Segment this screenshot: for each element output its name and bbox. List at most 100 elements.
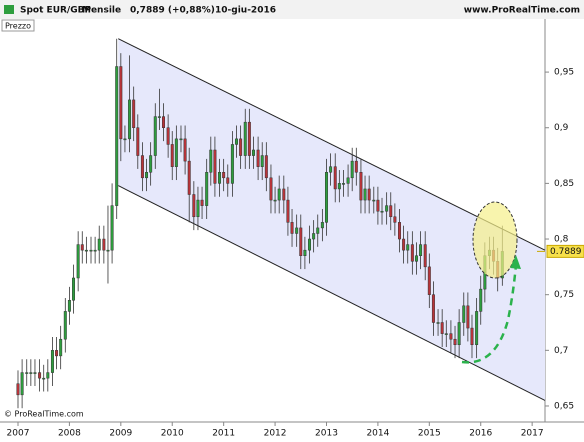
candle-body	[393, 216, 397, 223]
candle-body	[145, 172, 149, 179]
period: Mensile	[82, 6, 121, 16]
candle-body	[431, 294, 435, 323]
candle-body	[406, 244, 410, 251]
candle-body	[427, 266, 431, 295]
candle-body	[376, 199, 380, 212]
candle-body	[350, 160, 354, 179]
candle-body	[136, 127, 140, 156]
candle-body	[286, 199, 290, 223]
x-tick-label: 2017	[521, 429, 544, 439]
candle-body	[84, 249, 88, 252]
plot	[16, 38, 546, 409]
candle-body	[423, 244, 427, 268]
channel-line	[118, 38, 546, 251]
x-tick-label: 2007	[7, 429, 30, 439]
candle-body	[115, 66, 119, 206]
candle-body	[132, 99, 136, 128]
candle-body	[140, 155, 144, 179]
candle-body	[110, 205, 114, 251]
candle-body	[239, 138, 243, 156]
candle-body	[119, 66, 123, 140]
x-tick-label: 2008	[58, 429, 81, 439]
candle-body	[128, 99, 132, 140]
candle-body	[213, 149, 217, 184]
candle-body	[363, 188, 367, 201]
x-tick-label: 2016	[469, 429, 492, 439]
candle-body	[55, 350, 59, 357]
candle-body	[380, 210, 384, 213]
candle-body	[316, 227, 320, 234]
x-tick-label: 2010	[161, 429, 184, 439]
candle-body	[273, 199, 277, 202]
candle-body	[192, 194, 196, 218]
trend-arrow	[461, 264, 518, 364]
candle-body	[470, 327, 474, 346]
candle-body	[20, 372, 24, 396]
highlight-ellipse	[472, 201, 518, 279]
y-tick-label: 0,65	[554, 401, 574, 411]
candle-body	[367, 188, 371, 201]
candle-body	[295, 227, 299, 234]
candle-body	[179, 138, 183, 141]
candle-body	[235, 138, 238, 145]
y-tick-label: 0,8	[554, 235, 569, 245]
y-tick-label: 0,9	[554, 123, 569, 133]
candle-body	[153, 116, 157, 156]
candle-body	[80, 244, 84, 251]
candle-body	[264, 155, 268, 179]
candle-body	[209, 149, 213, 173]
candle-body	[170, 144, 174, 167]
x-tick-label: 2014	[366, 429, 389, 439]
candle-body	[230, 144, 234, 184]
y-tick-label: 0,7	[554, 346, 568, 356]
candle-body	[226, 177, 230, 184]
candle-body	[475, 311, 479, 346]
candle-body	[33, 372, 37, 374]
header-bar	[0, 0, 584, 19]
icon[interactable]	[4, 5, 14, 14]
x-tick-label: 2011	[212, 429, 235, 439]
candle-body	[466, 305, 470, 329]
x-tick-label: 2015	[418, 429, 441, 439]
candle-body	[479, 288, 483, 312]
candle-body	[436, 322, 440, 324]
candle-body	[269, 177, 273, 201]
candle-body	[320, 222, 324, 229]
candle-body	[243, 121, 247, 156]
x-tick-label: 2013	[315, 429, 338, 439]
candle-body	[337, 183, 341, 190]
candle-body	[102, 238, 106, 251]
candle-body	[308, 238, 312, 251]
candle-body	[205, 172, 209, 206]
candle-body	[277, 188, 281, 201]
x-tick-label: 2009	[109, 429, 132, 439]
candle-body	[174, 138, 178, 167]
candle-body	[76, 244, 80, 279]
candle-body	[359, 172, 363, 201]
candle-body	[63, 311, 67, 340]
date: 10-giu-2016	[215, 6, 276, 16]
candle-body	[183, 138, 187, 162]
candle-body	[453, 338, 457, 346]
candle-body	[42, 377, 46, 380]
last-value-box	[546, 244, 584, 258]
candle-body	[385, 205, 389, 212]
candle-body	[260, 155, 264, 167]
candle-body	[402, 238, 406, 251]
x-tick-label: 2012	[264, 429, 287, 439]
candle-body	[282, 188, 286, 201]
candle-body	[123, 138, 127, 141]
candle-body	[200, 199, 204, 206]
candle-body	[346, 177, 350, 184]
candle-body	[256, 149, 260, 167]
candle-body	[440, 322, 444, 334]
candle-body	[157, 116, 161, 118]
candle-body	[149, 155, 153, 173]
candle-body	[410, 244, 414, 262]
candle-body	[59, 338, 63, 357]
candle-body	[72, 277, 76, 301]
candle-body	[218, 172, 222, 184]
panel-label-box	[1, 19, 35, 32]
